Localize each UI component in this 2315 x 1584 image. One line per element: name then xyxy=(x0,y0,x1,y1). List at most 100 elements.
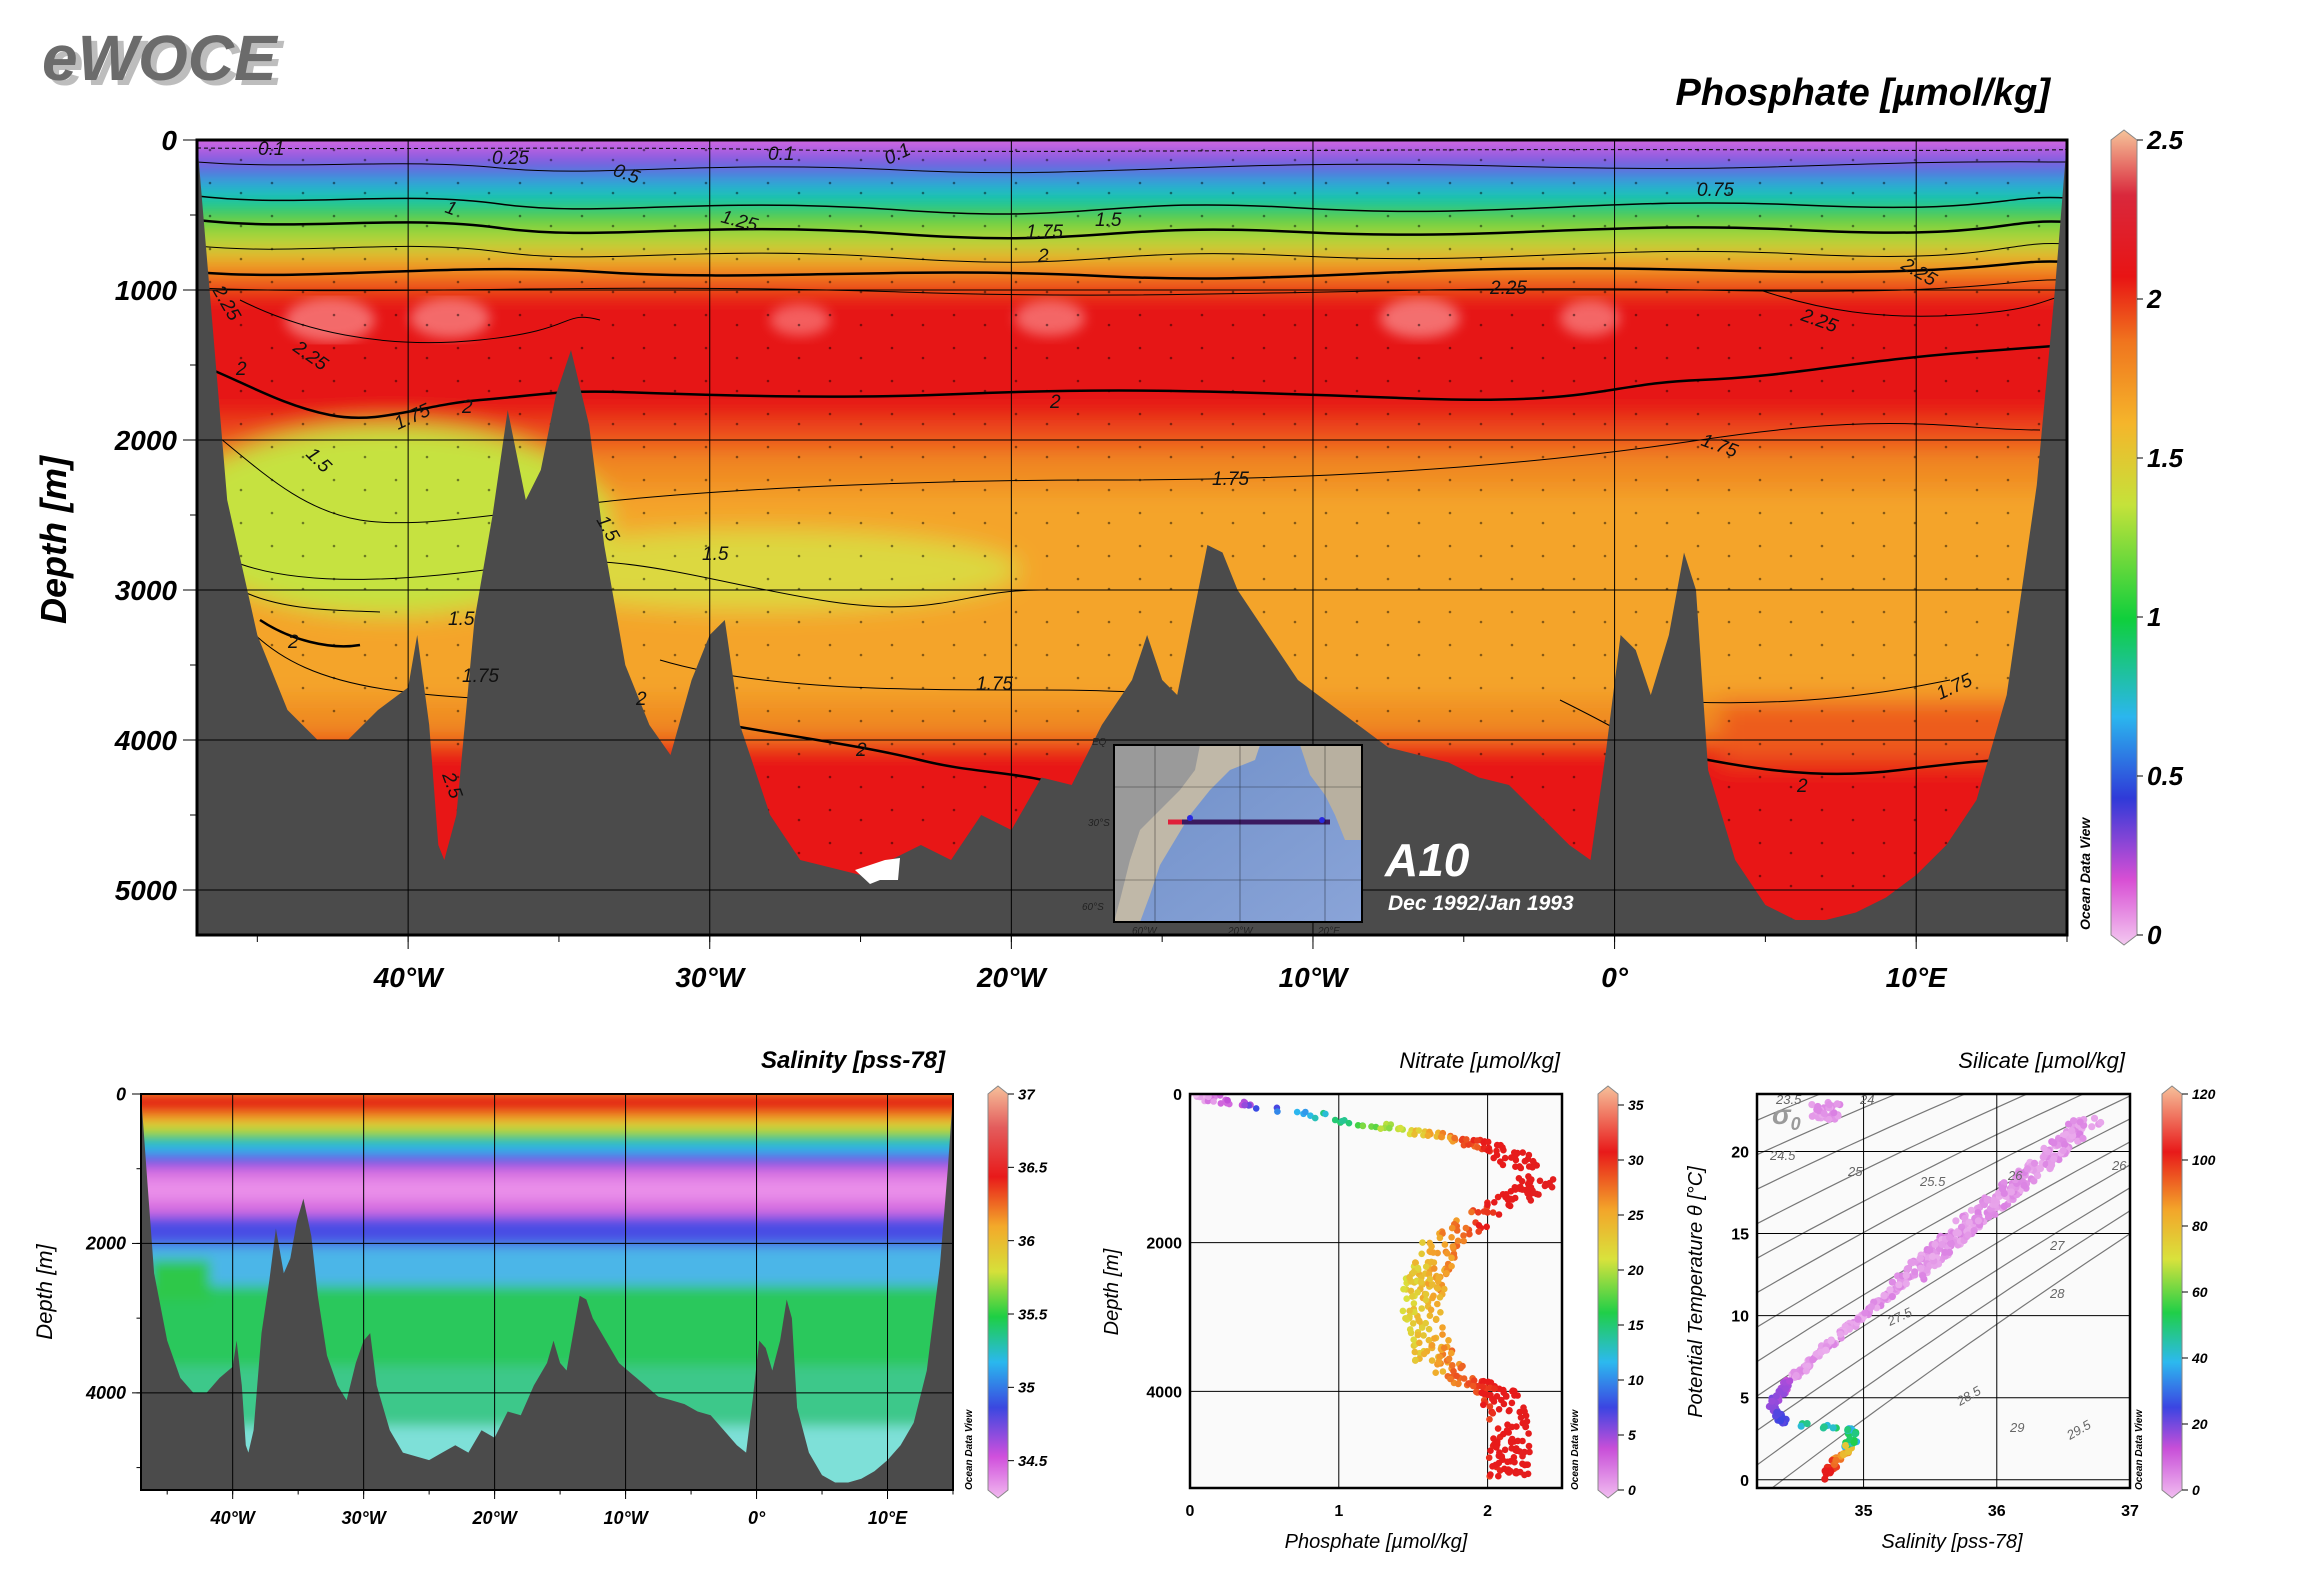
sample-dot xyxy=(1851,356,1855,360)
sample-dot xyxy=(580,280,584,284)
sample-dot xyxy=(332,247,336,251)
silicate-point xyxy=(1965,1218,1973,1226)
nitrate-point xyxy=(1474,1137,1481,1144)
phosphate-frame xyxy=(195,138,2069,937)
sample-dot xyxy=(1324,412,1328,416)
nitrate-point xyxy=(1491,1385,1498,1392)
sample-dot xyxy=(797,224,801,228)
sample-dot xyxy=(1262,577,1266,581)
sample-dot xyxy=(1913,620,1917,624)
sample-dot xyxy=(1324,379,1328,383)
nitrate-point xyxy=(1529,1157,1537,1165)
sample-dot xyxy=(735,323,739,327)
sample-dot xyxy=(1107,323,1111,327)
sample-dot xyxy=(1789,257,1793,261)
sample-dot xyxy=(890,214,894,218)
sample-dot xyxy=(1603,422,1607,426)
sample-dot xyxy=(549,356,553,360)
nitrate-point xyxy=(1517,1164,1525,1172)
sample-dot xyxy=(797,455,801,459)
sample-dot xyxy=(332,676,336,680)
nitrate-point xyxy=(1501,1154,1509,1162)
sample-dot xyxy=(1975,356,1979,360)
sample-dot xyxy=(208,247,212,251)
sample-dot xyxy=(1758,346,1762,350)
sample-dot xyxy=(1944,148,1948,152)
nitrate-point xyxy=(1448,1349,1455,1357)
sample-dot xyxy=(2006,511,2010,515)
sample-dot xyxy=(1789,488,1793,492)
sample-dot xyxy=(1324,214,1328,218)
sample-dot xyxy=(1851,290,1855,294)
sample-dot xyxy=(1572,214,1576,218)
sample-dot xyxy=(797,191,801,195)
sample-dot xyxy=(1200,412,1204,416)
sample-dot xyxy=(1541,455,1545,459)
sample-dot xyxy=(1541,224,1545,228)
nitrate-point xyxy=(1428,1243,1435,1250)
sample-dot xyxy=(301,686,305,690)
silicate-point xyxy=(2039,1153,2047,1161)
nitrate-point xyxy=(1406,1326,1414,1333)
sample-dot xyxy=(1200,445,1204,449)
sample-dot xyxy=(239,389,243,393)
sample-dot xyxy=(332,148,336,152)
sample-dot xyxy=(208,181,212,185)
sample-dot xyxy=(425,554,429,558)
x-tick-label: 40°W xyxy=(373,962,445,993)
sample-dot xyxy=(1603,455,1607,459)
sample-dot xyxy=(704,148,708,152)
sample-dot xyxy=(1138,280,1142,284)
colorbar-tick-label: 80 xyxy=(2192,1218,2208,1234)
sample-dot xyxy=(394,478,398,482)
sample-dot xyxy=(1231,521,1235,525)
sample-dot xyxy=(1727,719,1731,723)
sample-dot xyxy=(1448,148,1452,152)
sample-dot xyxy=(1727,686,1731,690)
nitrate-point xyxy=(1483,1223,1490,1231)
sample-dot xyxy=(766,709,770,713)
contour-label: 1.5 xyxy=(448,609,475,630)
sample-dot xyxy=(1510,511,1514,515)
nitrate-point xyxy=(1377,1125,1384,1132)
sample-dot xyxy=(2006,181,2010,185)
sample-dot xyxy=(735,620,739,624)
sample-dot xyxy=(1727,620,1731,624)
sample-dot xyxy=(1231,455,1235,459)
sample-dot xyxy=(1293,323,1297,327)
sample-dot xyxy=(1851,752,1855,756)
sample-dot xyxy=(518,346,522,350)
y-tick-label: 0 xyxy=(116,1084,126,1104)
sample-dot xyxy=(1572,247,1576,251)
sample-dot xyxy=(1014,577,1018,581)
sample-dot xyxy=(797,257,801,261)
nitrate-point xyxy=(1549,1176,1557,1183)
sample-dot xyxy=(735,521,739,525)
sample-dot xyxy=(952,148,956,152)
nitrate-point xyxy=(1322,1110,1329,1118)
sample-dot xyxy=(425,488,429,492)
sample-dot xyxy=(549,191,553,195)
nitrate-point xyxy=(1495,1211,1503,1218)
nitrate-point xyxy=(1407,1287,1415,1295)
sample-dot xyxy=(1696,379,1700,383)
sample-dot xyxy=(952,511,956,515)
silicate-point xyxy=(1808,1112,1816,1120)
sample-dot xyxy=(1882,643,1886,647)
sample-dot xyxy=(735,257,739,261)
sample-dot xyxy=(828,742,832,746)
colorbar-tick-label: 30 xyxy=(1628,1152,1644,1168)
silicate-point xyxy=(1776,1417,1785,1425)
sample-dot xyxy=(1789,323,1793,327)
nitrate-point xyxy=(1406,1273,1413,1281)
sample-dot xyxy=(921,422,925,426)
salinity-title: Salinity [pss-78] xyxy=(761,1047,946,1074)
sample-dot xyxy=(1882,742,1886,746)
silicate-point xyxy=(1905,1264,1913,1272)
nitrate-point xyxy=(1437,1309,1444,1316)
nitrate-point xyxy=(1475,1228,1482,1235)
sample-dot xyxy=(1510,148,1514,152)
sample-dot xyxy=(1200,511,1204,515)
sample-dot xyxy=(1138,610,1142,614)
silicate-point xyxy=(1907,1258,1915,1266)
